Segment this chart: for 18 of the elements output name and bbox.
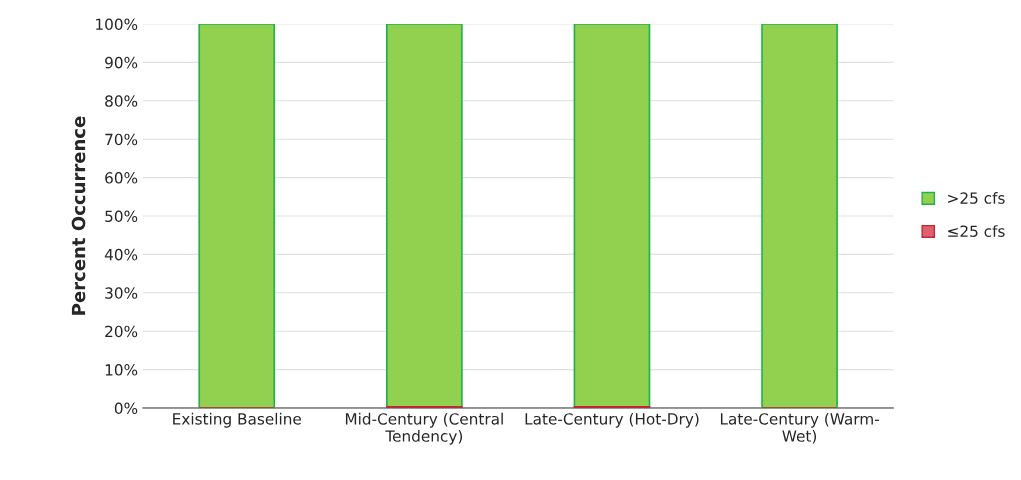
legend-label: ≤25 cfs — [948, 225, 1005, 237]
y-tick-label: 60% — [105, 172, 138, 184]
y-tick-label: 90% — [105, 56, 138, 69]
y-tick-label: 10% — [105, 364, 138, 376]
x-tick-label: Mid-Century (Central Tendency) — [345, 412, 503, 445]
y-tick-label: 0% — [114, 402, 138, 415]
y-tick-label: 70% — [105, 133, 138, 146]
y-tick-label: 100% — [96, 18, 138, 31]
y-tick-label: 20% — [105, 325, 138, 338]
y-tick-label: 50% — [105, 210, 138, 223]
x-tick-label: Existing Baseline — [173, 412, 301, 428]
y-tick-label: 80% — [105, 95, 138, 107]
y-axis-title: Percent Occurrence — [71, 116, 86, 315]
x-tick-label: Late-Century (Warm-Wet) — [720, 412, 879, 444]
legend-label: >25 cfs — [948, 192, 1005, 204]
y-tick-label: 40% — [104, 248, 138, 261]
x-tick-label: Late-Century (Hot-Dry) — [525, 412, 699, 428]
y-tick-label: 30% — [105, 287, 138, 299]
